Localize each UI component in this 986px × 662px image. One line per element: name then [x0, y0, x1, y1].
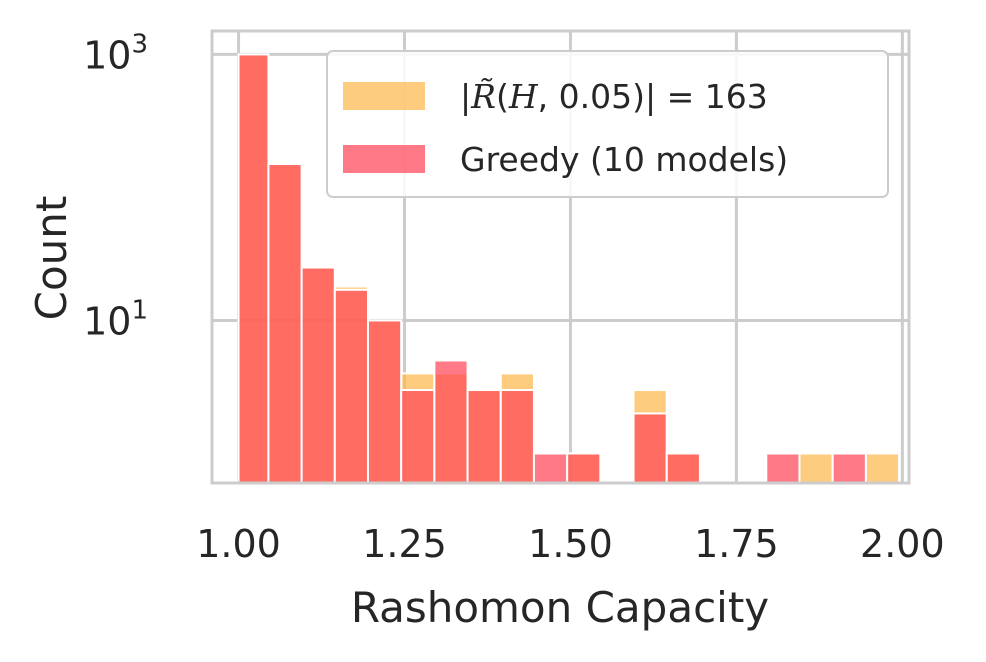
histogram-bar-greedy	[237, 53, 270, 484]
legend-swatch-rashomon-set	[343, 82, 425, 110]
histogram-bar-greedy	[267, 163, 303, 485]
legend-label-rashomon-set: |R̃(H, 0.05)| = 163	[460, 77, 768, 116]
y-tick-label: 103	[83, 29, 148, 77]
x-tick-label: 1.25	[362, 522, 447, 566]
histogram-bar-greedy	[466, 389, 502, 484]
x-tick-label: 1.50	[528, 522, 613, 566]
histogram-bar-greedy	[333, 288, 369, 485]
histogram-bar-rashomon-set	[798, 452, 834, 485]
x-tick-labels: 1.00 1.25 1.50 1.75 2.00	[196, 522, 944, 566]
histogram-bar-greedy	[366, 319, 403, 485]
legend-box	[326, 50, 889, 198]
y-axis-label: Count	[27, 196, 76, 321]
histogram-bar-greedy	[433, 359, 469, 484]
x-axis-label: Rashomon Capacity	[351, 583, 769, 632]
x-tick-label: 2.00	[860, 522, 945, 566]
bars	[237, 53, 901, 485]
legend: |R̃(H, 0.05)| = 163 Greedy (10 models)	[326, 50, 889, 198]
histogram-bar-greedy	[566, 452, 602, 485]
histogram-bar-greedy	[632, 412, 668, 484]
legend-label-greedy: Greedy (10 models)	[460, 140, 788, 179]
plot-frame	[210, 29, 911, 485]
histogram-bar-greedy	[400, 389, 436, 484]
histogram-bar-greedy	[665, 452, 701, 485]
y-tick-label: 101	[83, 295, 148, 343]
y-tick-labels: 101 103	[83, 29, 148, 343]
histogram-bar-greedy	[300, 266, 336, 484]
histogram-bar-greedy	[831, 452, 867, 485]
legend-swatch-greedy	[343, 145, 425, 173]
x-tick-label: 1.75	[694, 522, 779, 566]
histogram-bar-greedy	[532, 452, 569, 485]
x-tick-label: 1.00	[196, 522, 281, 566]
histogram-bar-rashomon-set	[864, 452, 901, 485]
histogram-bar-greedy	[499, 389, 535, 484]
histogram-bar-greedy	[765, 452, 801, 485]
